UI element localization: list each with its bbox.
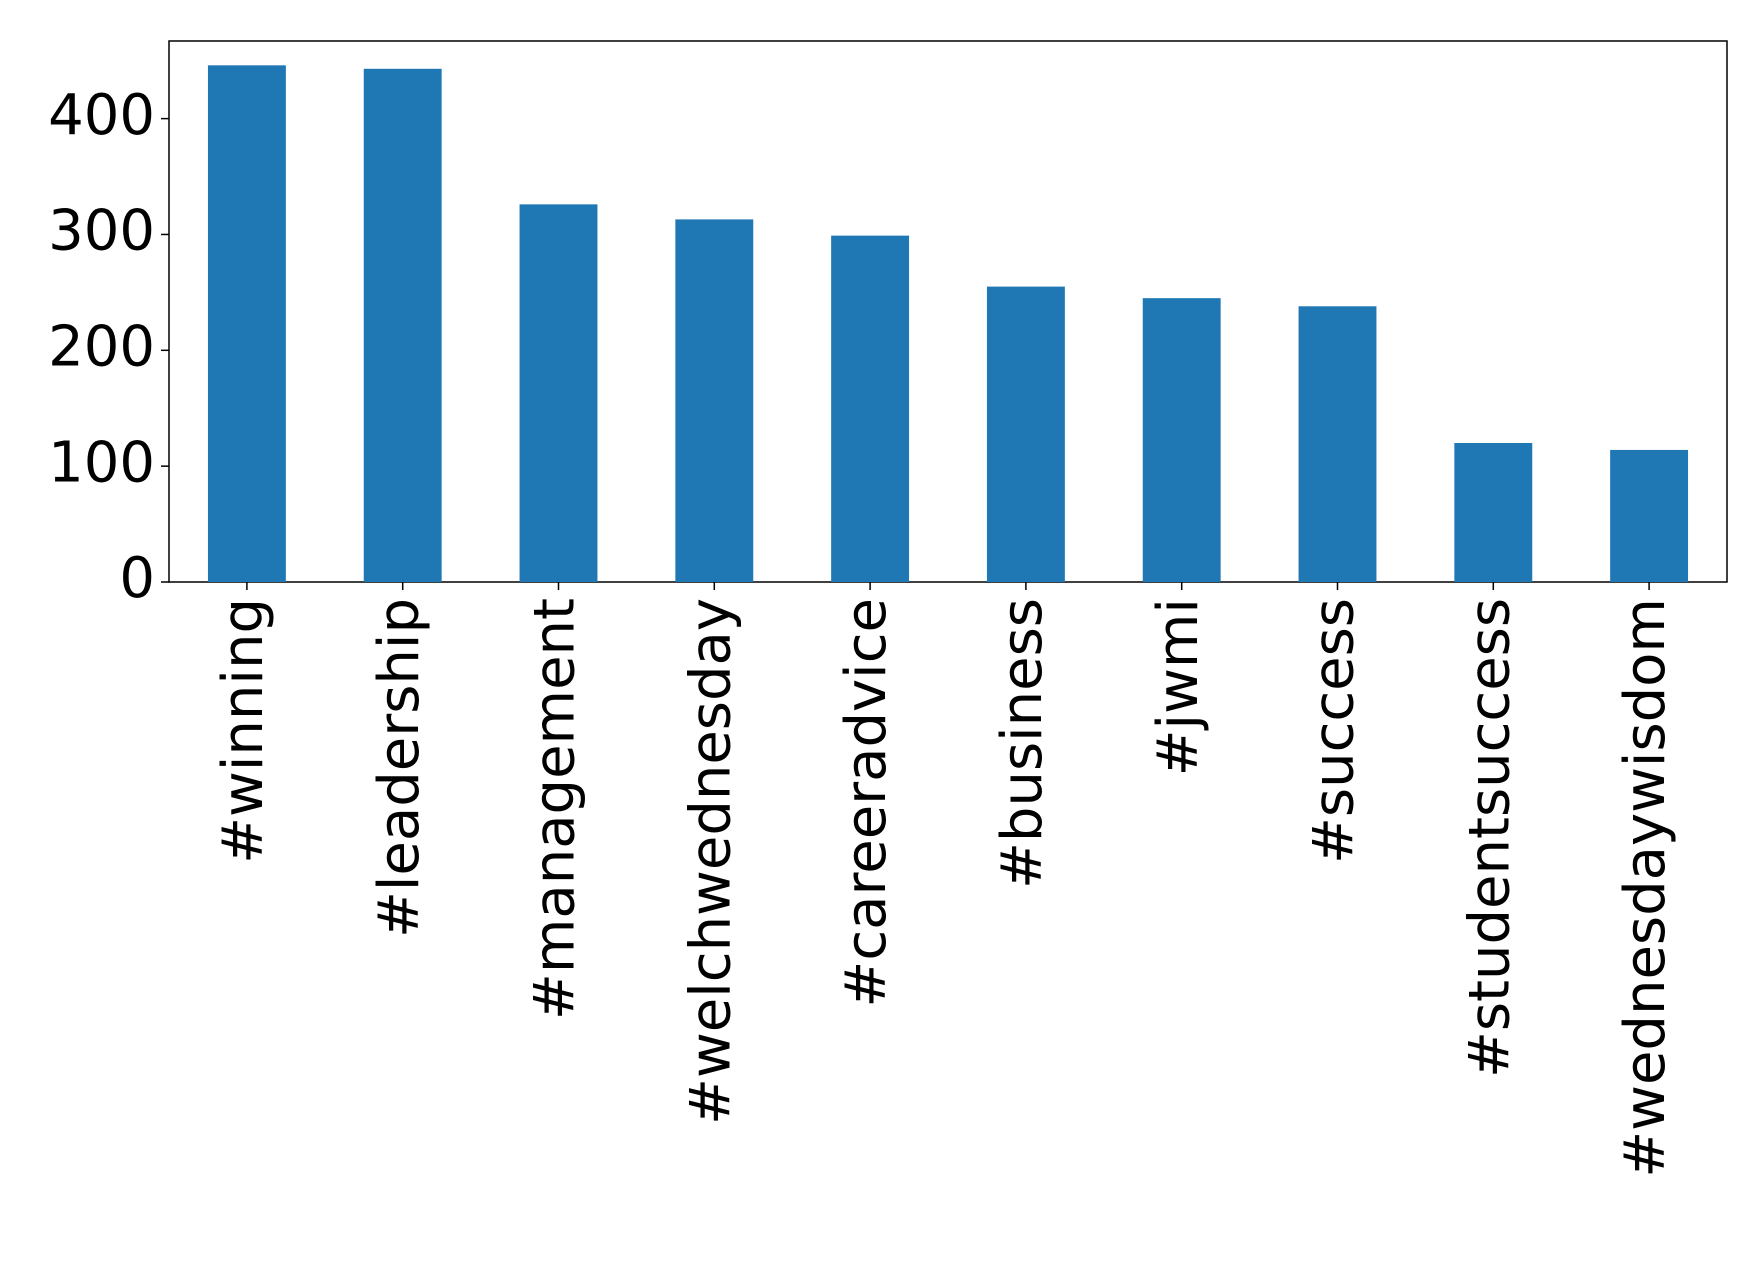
bar <box>207 65 286 582</box>
y-tick-label: 100 <box>48 430 155 495</box>
y-tick-label: 200 <box>48 314 155 379</box>
x-tick-label: #careeradvice <box>834 598 899 1008</box>
x-tick-label: #leadership <box>367 598 432 938</box>
x-tick-label: #jwmi <box>1146 598 1211 776</box>
bar <box>519 204 598 583</box>
x-tick-label: #business <box>990 598 1055 889</box>
y-tick-label: 300 <box>48 199 155 264</box>
x-tick-label: #welchwednesday <box>678 598 743 1125</box>
y-tick-label: 0 <box>119 546 155 611</box>
bar <box>986 286 1065 582</box>
x-tick-label: #wednesdaywisdom <box>1613 598 1678 1178</box>
bar <box>1142 298 1221 582</box>
bar <box>363 68 442 583</box>
bar <box>675 219 754 582</box>
x-tick-label: #success <box>1302 598 1367 864</box>
bar <box>1454 442 1533 582</box>
y-tick-label: 400 <box>48 83 155 148</box>
x-tick-label: #studentsuccess <box>1457 598 1522 1078</box>
bar <box>831 235 910 583</box>
x-tick-label: #winning <box>211 598 276 864</box>
plot-frame <box>168 40 1728 583</box>
x-tick-label: #management <box>523 598 588 1020</box>
bar <box>1610 449 1689 582</box>
bar <box>1298 306 1377 582</box>
